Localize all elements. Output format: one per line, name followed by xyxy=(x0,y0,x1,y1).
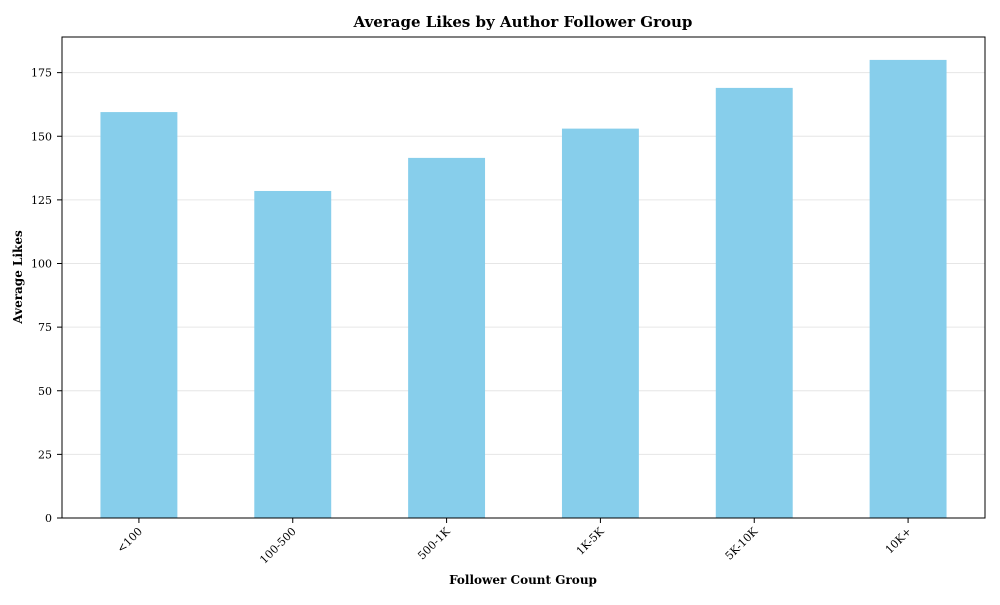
x-axis-ticks: <100 100-500 500-1K 1K-5K 5K-10K 10K+ xyxy=(114,518,914,566)
x-tick-label: 100-500 xyxy=(257,525,299,567)
y-axis-label: Average Likes xyxy=(11,230,25,325)
chart-title: Average Likes by Author Follower Group xyxy=(353,13,693,31)
plot-frame xyxy=(61,36,986,519)
y-tick-label: 0 xyxy=(45,512,52,525)
y-tick-label: 175 xyxy=(31,67,52,80)
x-tick-label: 5K-10K xyxy=(723,524,761,562)
bar xyxy=(408,157,486,519)
bar xyxy=(254,190,332,519)
bars xyxy=(100,59,947,519)
y-tick-label: 100 xyxy=(31,258,52,271)
bar xyxy=(715,87,793,518)
y-tick-label: 125 xyxy=(31,194,52,207)
y-tick-label: 25 xyxy=(38,448,52,461)
y-tick-label: 150 xyxy=(31,130,52,143)
x-axis-label: Follower Count Group xyxy=(449,573,597,587)
y-tick-label: 75 xyxy=(38,321,52,334)
y-tick-label: 50 xyxy=(38,385,52,398)
x-tick-label: 10K+ xyxy=(883,525,914,556)
bar xyxy=(561,128,639,518)
y-axis-ticks: 0 25 50 75 100 125 150 175 xyxy=(31,67,62,525)
x-tick-label: 1K-5K xyxy=(574,524,607,557)
x-tick-label: 500-1K xyxy=(415,524,453,562)
grid-lines xyxy=(62,72,985,519)
x-tick-label: <100 xyxy=(114,525,145,556)
bar xyxy=(869,59,947,519)
bar xyxy=(100,112,178,518)
